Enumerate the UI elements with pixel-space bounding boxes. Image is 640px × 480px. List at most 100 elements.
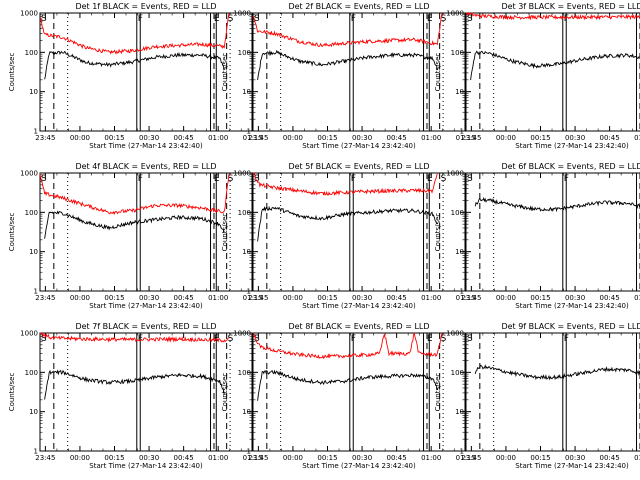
x-tick-label: 23:45 bbox=[35, 294, 55, 302]
x-tick-label: 01:00 bbox=[208, 134, 228, 142]
y-axis-label: Counts/sec bbox=[8, 373, 16, 412]
y-axis-label: Counts/sec bbox=[221, 213, 229, 252]
panel-det-1: Det 1f BLACK = Events, RED = LLD11010010… bbox=[8, 2, 263, 150]
x-tick-label: 23:45 bbox=[248, 294, 268, 302]
panel-title: Det 9f BLACK = Events, RED = LLD bbox=[501, 322, 640, 331]
marker-label-s: S bbox=[441, 174, 447, 184]
series-lld-line bbox=[39, 332, 230, 343]
marker-label-s: S bbox=[441, 14, 447, 24]
x-tick-label: 00:45 bbox=[174, 134, 194, 142]
y-tick-label: 1000 bbox=[446, 10, 464, 18]
panel-det-4: Det 4f BLACK = Events, RED = LLD11010010… bbox=[8, 162, 263, 310]
series-events-line bbox=[44, 369, 225, 400]
marker-label-f: F bbox=[564, 334, 569, 344]
x-tick-label: 00:30 bbox=[139, 134, 159, 142]
marker-label-s: S bbox=[441, 334, 447, 344]
panel-title: Det 6f BLACK = Events, RED = LLD bbox=[501, 162, 640, 171]
y-tick-label: 10 bbox=[242, 408, 251, 416]
y-tick-label: 1000 bbox=[233, 330, 251, 338]
y-tick-label: 10 bbox=[242, 248, 251, 256]
series-lld-line bbox=[40, 12, 230, 55]
y-axis-label: Counts/sec bbox=[434, 213, 442, 252]
x-axis-label: Start Time (27-Mar-14 23:42:40) bbox=[89, 142, 203, 150]
x-tick-label: 23:45 bbox=[35, 134, 55, 142]
panel-det-5: Det 5f BLACK = Events, RED = LLD11010010… bbox=[221, 162, 476, 310]
panel-title: Det 4f BLACK = Events, RED = LLD bbox=[75, 162, 216, 171]
x-tick-label: 00:15 bbox=[530, 294, 550, 302]
marker-label-e: E bbox=[214, 14, 220, 24]
x-axis-label: Start Time (27-Mar-14 23:42:40) bbox=[89, 302, 203, 310]
y-tick-label: 100 bbox=[451, 49, 464, 57]
x-tick-label: 00:00 bbox=[70, 134, 90, 142]
x-tick-label: 00:30 bbox=[565, 134, 585, 142]
marker-label-e: E bbox=[427, 14, 433, 24]
y-axis-label: Counts/sec bbox=[221, 373, 229, 412]
plot-frame bbox=[252, 332, 466, 452]
plot-frame bbox=[39, 332, 253, 452]
y-tick-label: 1 bbox=[460, 448, 464, 456]
x-axis-label: Start Time (27-Mar-14 23:42:40) bbox=[515, 462, 629, 470]
x-tick-label: 01:00 bbox=[421, 294, 441, 302]
x-tick-label: 23:45 bbox=[248, 454, 268, 462]
panel-title: Det 2f BLACK = Events, RED = LLD bbox=[288, 2, 429, 11]
plot-frame bbox=[39, 172, 253, 292]
series-events-line bbox=[44, 50, 225, 80]
x-tick-label: 01:00 bbox=[208, 294, 228, 302]
plot-frame bbox=[252, 172, 466, 292]
x-tick-label: 01:00 bbox=[421, 134, 441, 142]
x-tick-label: 00:30 bbox=[565, 294, 585, 302]
panel-title: Det 1f BLACK = Events, RED = LLD bbox=[75, 2, 216, 11]
panel-det-7: Det 7f BLACK = Events, RED = LLD11010010… bbox=[8, 322, 263, 470]
marker-label-f: F bbox=[564, 174, 569, 184]
y-tick-label: 1000 bbox=[446, 170, 464, 178]
y-tick-label: 10 bbox=[455, 88, 464, 96]
x-axis-label: Start Time (27-Mar-14 23:42:40) bbox=[302, 302, 416, 310]
x-tick-label: 00:45 bbox=[600, 454, 620, 462]
y-tick-label: 10 bbox=[29, 408, 38, 416]
marker-label-e: E bbox=[427, 174, 433, 184]
y-tick-label: 1 bbox=[460, 288, 464, 296]
y-axis-label: Counts/sec bbox=[434, 53, 442, 92]
marker-label-f: F bbox=[351, 334, 356, 344]
x-tick-label: 01:15 bbox=[456, 294, 476, 302]
panel-det-3: Det 3f BLACK = Events, RED = LLD 1 10 100 10… bbox=[434, 2, 640, 150]
series-lld-line bbox=[39, 173, 230, 215]
x-tick-label: 01:00 bbox=[634, 294, 640, 302]
series-lld-line bbox=[252, 13, 443, 48]
marker-label-e: E bbox=[214, 174, 220, 184]
series-events-line bbox=[44, 210, 225, 239]
x-tick-label: 00:45 bbox=[387, 454, 407, 462]
plot-frame bbox=[465, 332, 640, 452]
x-tick-label: 01:15 bbox=[243, 294, 263, 302]
y-tick-label: 100 bbox=[238, 49, 251, 57]
x-tick-label: 01:15 bbox=[243, 454, 263, 462]
x-tick-label: 01:15 bbox=[456, 134, 476, 142]
marker-label-s: S bbox=[228, 334, 234, 344]
series-events-line bbox=[474, 197, 640, 213]
series-events-line bbox=[257, 49, 438, 81]
marker-label-f: F bbox=[351, 14, 356, 24]
x-tick-label: 00:30 bbox=[352, 294, 372, 302]
x-tick-label: 00:30 bbox=[352, 134, 372, 142]
panel-title: Det 8f BLACK = Events, RED = LLD bbox=[288, 322, 429, 331]
x-tick-label: 00:15 bbox=[104, 294, 124, 302]
y-tick-label: 100 bbox=[451, 209, 464, 217]
series-events-line bbox=[474, 364, 640, 381]
x-tick-label: 00:15 bbox=[317, 454, 337, 462]
marker-label-s: S bbox=[254, 334, 260, 344]
x-tick-label: 00:00 bbox=[283, 294, 303, 302]
marker-label-s: S bbox=[41, 174, 47, 184]
x-tick-label: 00:15 bbox=[530, 134, 550, 142]
series-events-line bbox=[470, 50, 640, 81]
x-tick-label: 00:45 bbox=[387, 294, 407, 302]
x-tick-label: 00:00 bbox=[496, 134, 516, 142]
x-tick-label: 00:30 bbox=[139, 454, 159, 462]
x-tick-label: 00:45 bbox=[600, 294, 620, 302]
panel-det-2: Det 2f BLACK = Events, RED = LLD11010010… bbox=[221, 2, 476, 150]
x-tick-label: 00:15 bbox=[104, 454, 124, 462]
y-tick-label: 100 bbox=[238, 369, 251, 377]
marker-label-s: S bbox=[254, 174, 260, 184]
x-tick-label: 00:15 bbox=[317, 134, 337, 142]
y-tick-label: 1000 bbox=[446, 330, 464, 338]
x-axis-label: Start Time (27-Mar-14 23:42:40) bbox=[515, 302, 629, 310]
